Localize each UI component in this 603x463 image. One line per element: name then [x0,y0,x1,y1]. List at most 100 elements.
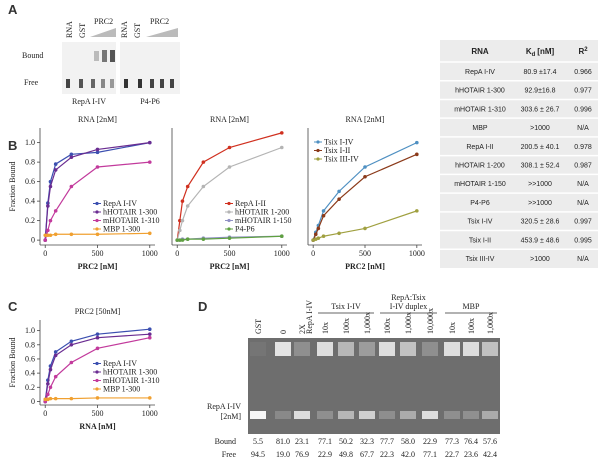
lane-label: RNA [65,21,74,38]
free-band [379,411,395,419]
table-cell: 92.9±16.8 [524,88,555,95]
data-point [53,396,58,401]
data-point [279,145,284,150]
data-point [69,152,74,157]
legend-label: hHOTAIR 1-300 [103,367,157,376]
data-point [185,204,190,208]
gel [62,42,116,94]
x-tick-label: 1000 [409,249,425,258]
table-cell: 0.978 [574,144,592,151]
data-point [321,213,326,218]
row-label: Bound [215,437,236,446]
panel-label: C [8,299,18,314]
data-point [227,236,232,240]
y-tick-label: 0.6 [25,354,35,363]
row-value: 32.3 [360,437,374,446]
table-cell: >>1000 [528,181,552,188]
row-value: 77.3 [445,437,459,446]
data-point [53,162,58,166]
bound-band [359,342,375,356]
data-point [363,226,367,231]
data-point [227,145,232,150]
table-cell: 308.1 ± 52.4 [521,163,560,170]
data-point [147,332,152,336]
data-point [337,189,341,194]
row-value: 49.8 [339,450,353,459]
data-point [69,339,74,344]
table-cell: mHOTAIR 1-150 [454,181,506,188]
table-cell: 453.9 ± 48.6 [521,237,560,244]
row-value: 23.6 [464,450,478,459]
lane-label: 0 [279,330,288,334]
data-point [201,184,206,189]
legend-label: Tsix III-IV [324,154,359,163]
group-label: MBP [463,302,480,311]
data-point [147,335,152,340]
table-cell: >>1000 [528,200,552,207]
data-point [316,236,321,240]
legend-label: RepA I-II [235,199,266,208]
band [170,79,174,88]
lane-label: 1,000x [363,312,372,334]
lane-label: 100x [342,318,351,334]
table-cell: N/A [577,181,589,188]
lane-label: 100x [467,318,476,334]
lane-label: 1,000x [486,312,495,334]
legend-label: Tsix I-II [324,146,351,155]
table-cell: hHOTAIR 1-300 [455,88,505,95]
data-point [178,228,182,233]
chart-title: RNA [2nM] [346,115,385,124]
lane-label: GST [254,319,263,334]
series-line [312,210,418,241]
header-part: 2 [584,47,588,53]
row-label: Free [24,78,39,87]
row-value: 77.1 [318,437,332,446]
data-point [227,165,232,169]
data-point [147,396,152,400]
data-point [95,346,100,351]
data-point [337,197,341,201]
free-band [275,411,291,419]
lane-label: 10x [321,322,330,334]
data-point [46,392,50,397]
data-point [53,232,58,237]
row-value: 22.7 [445,450,459,459]
row-value: 42.0 [401,450,415,459]
legend-marker [227,210,231,214]
y-axis-label: Fraction Bound [8,338,17,388]
lane-label: 10,000x [426,308,435,334]
legend-marker [316,140,320,144]
free-band [317,411,333,419]
band-label: [2nM] [221,412,242,421]
data-point [175,238,180,242]
data-point [69,232,74,237]
y-tick-label: 0.2 [25,216,35,225]
y-tick-label: 0.8 [25,340,35,349]
table-header: Kd [nM] [526,47,555,58]
table-header: R2 [578,47,588,56]
data-point [69,184,74,189]
header-part: R [578,47,584,56]
legend-marker [95,227,99,231]
table-cell: 303.6 ± 26.7 [521,106,560,113]
data-point [95,335,100,340]
x-tick-label: 500 [359,249,371,258]
table-cell: P4-P6 [470,200,490,207]
ramp [146,28,178,37]
band [110,79,114,88]
data-point [48,218,53,223]
y-tick-label: 0.4 [25,369,35,378]
table-cell: RepA I-II [466,144,493,151]
data-point [147,231,152,236]
table-cell: hHOTAIR 1-200 [455,163,505,170]
x-tick-label: 0 [311,249,315,258]
lane-label: 10x [448,322,457,334]
table-cell: mHOTAIR 1-310 [454,106,506,113]
series-line [176,146,282,241]
table-cell: >1000 [530,256,550,263]
bound-band [294,342,310,356]
data-point [48,233,53,238]
legend-marker [95,387,99,391]
table-cell: 0.995 [574,237,592,244]
data-point [321,234,326,239]
